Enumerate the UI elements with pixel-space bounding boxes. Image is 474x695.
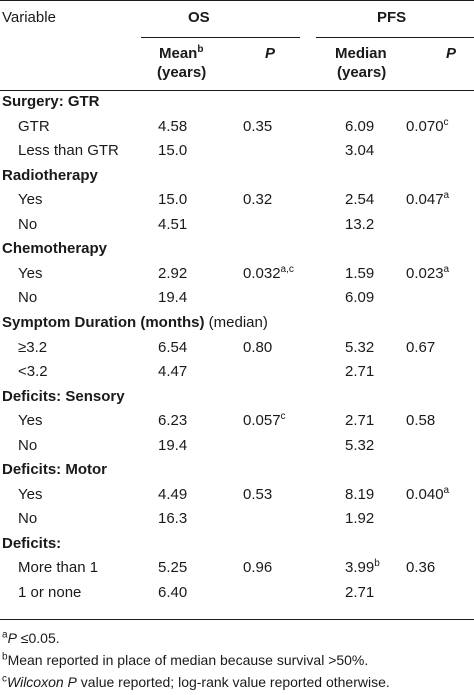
- os-value: 6.54: [158, 338, 188, 356]
- row-label: GTR: [18, 117, 50, 135]
- footnote-b: bMean reported in place of median becaus…: [2, 651, 369, 668]
- bottom-rule: [0, 619, 474, 620]
- row-label: 1 or none: [18, 584, 82, 601]
- os-value: 19.4: [158, 289, 188, 307]
- os-value: 4.47: [158, 363, 188, 381]
- row-label: More than 1: [18, 559, 99, 577]
- top-rule: [0, 0, 474, 1]
- pfs-spanner-rule: [316, 37, 474, 38]
- row-label: Yes: [18, 485, 43, 503]
- group-title: Deficits: Sensory: [2, 387, 125, 405]
- pfs-p-value: 0.070c: [406, 116, 449, 135]
- pfs-value: 1.59: [345, 264, 375, 282]
- header-rule: [0, 90, 474, 91]
- pfs-value: 6.09: [345, 117, 375, 135]
- os-value: 2.92: [158, 264, 188, 282]
- pfs-value: 2.71: [345, 363, 375, 381]
- group-title: Deficits:: [2, 534, 62, 552]
- pfs-value: 1.92: [345, 510, 375, 528]
- row-label: Yes: [18, 264, 43, 282]
- header-median-units: (years): [337, 64, 387, 81]
- pfs-p-value: 0.67: [406, 338, 436, 356]
- pfs-value: 6.09: [345, 289, 375, 307]
- row-label: ≥3.2: [18, 338, 48, 356]
- os-value: 16.3: [158, 510, 188, 528]
- pfs-value: 5.32: [345, 436, 375, 454]
- group-title: Symptom Duration (months) (median): [2, 313, 268, 331]
- pfs-value: 2.71: [345, 412, 375, 430]
- os-value: 5.25: [158, 559, 188, 577]
- pfs-value: 8.19: [345, 485, 375, 503]
- os-value: 4.58: [158, 117, 188, 135]
- pfs-p-value: 0.58: [406, 412, 436, 430]
- os-p-value: 0.032a,c: [243, 263, 294, 282]
- header-median: Median: [335, 45, 387, 62]
- header-variable: Variable: [2, 9, 56, 26]
- row-label: No: [18, 289, 38, 307]
- pfs-value: 3.04: [345, 142, 375, 160]
- header-mean: Meanb: [159, 44, 204, 63]
- group-title: Chemotherapy: [2, 240, 108, 258]
- os-p-value: 0.057c: [243, 411, 286, 430]
- pfs-value: 5.32: [345, 338, 375, 356]
- group-title: Surgery: GTR: [2, 93, 100, 110]
- os-value: 19.4: [158, 436, 188, 454]
- header-p-pfs: P: [446, 45, 457, 62]
- header-os: OS: [188, 9, 210, 26]
- pfs-value: 3.99b: [345, 558, 380, 577]
- os-value: 4.49: [158, 485, 188, 503]
- row-label: Yes: [18, 191, 43, 209]
- pfs-p-value: 0.047a: [406, 190, 450, 209]
- row-label: No: [18, 436, 38, 454]
- group-title: Deficits: Motor: [2, 461, 107, 479]
- row-label: Yes: [18, 412, 43, 430]
- header-pfs: PFS: [377, 9, 407, 26]
- row-label: No: [18, 215, 38, 233]
- os-p-value: 0.35: [243, 117, 273, 135]
- row-label: No: [18, 510, 38, 528]
- footnote-c: cWilcoxon P value reported; log-rank val…: [2, 673, 390, 690]
- pfs-value: 2.54: [345, 191, 375, 209]
- os-value: 6.40: [158, 584, 188, 601]
- pfs-p-value: 0.36: [406, 559, 436, 577]
- pfs-value: 13.2: [345, 215, 375, 233]
- footnote-a: aP ≤0.05.: [2, 629, 60, 646]
- os-value: 15.0: [158, 191, 188, 209]
- os-value: 15.0: [158, 142, 188, 160]
- pfs-p-value: 0.023a: [406, 263, 450, 282]
- os-p-value: 0.53: [243, 485, 273, 503]
- os-p-value: 0.80: [243, 338, 273, 356]
- os-p-value: 0.32: [243, 191, 273, 209]
- group-title: Radiotherapy: [2, 166, 98, 184]
- row-label: <3.2: [18, 363, 48, 381]
- pfs-value: 2.71: [345, 584, 375, 601]
- os-p-value: 0.96: [243, 559, 273, 577]
- header-mean-units: (years): [157, 64, 207, 81]
- pfs-p-value: 0.040a: [406, 484, 450, 503]
- os-value: 6.23: [158, 412, 188, 430]
- os-spanner-rule: [141, 37, 300, 38]
- header-p-os: P: [265, 45, 276, 62]
- row-label: Less than GTR: [18, 142, 119, 160]
- os-value: 4.51: [158, 215, 188, 233]
